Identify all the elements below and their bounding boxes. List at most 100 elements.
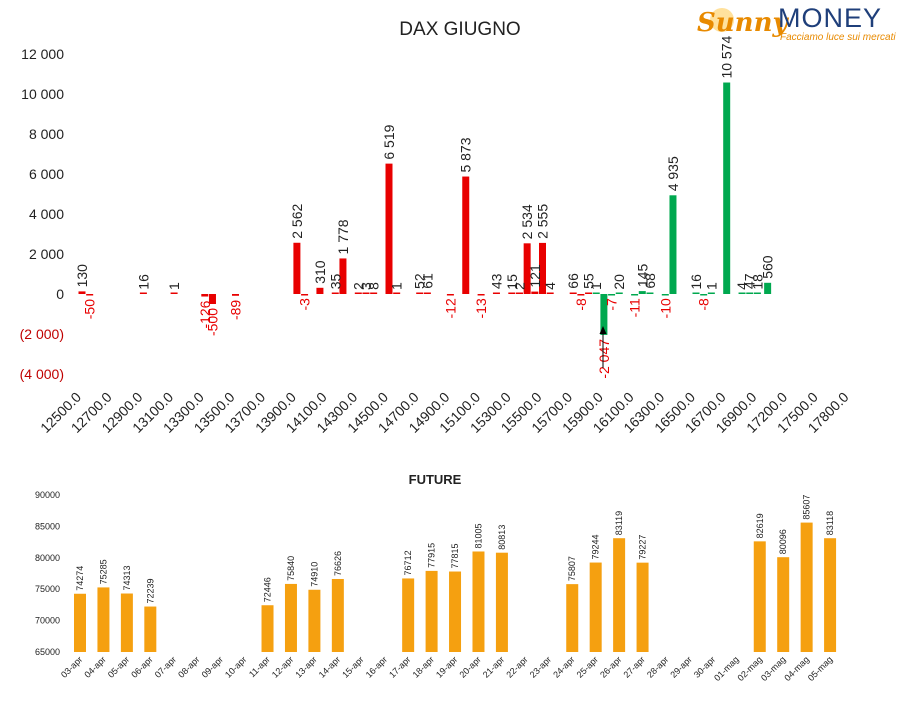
data-label-14500.0: 6 519 <box>381 124 397 159</box>
x-tick-label: 21-apr <box>481 654 506 679</box>
call-bar-16350.0 <box>669 195 677 294</box>
put-bar-14700.0 <box>416 292 424 294</box>
x-tick-label: 09-apr <box>200 654 225 679</box>
data-label-04-mag: 85607 <box>802 495 812 520</box>
put-bar-13100.0 <box>170 292 178 294</box>
x-tick-label: 03-mag <box>759 654 788 683</box>
data-label-14350.0: 3 <box>358 282 374 290</box>
data-label-12500.0: 130 <box>74 264 90 288</box>
future-bar-24-apr <box>566 584 579 652</box>
y-tick-label: 10 000 <box>21 86 64 102</box>
call-bar-16150.0 <box>638 291 646 294</box>
future-bar-25-apr <box>589 562 602 652</box>
future-bar-11-apr <box>261 605 274 652</box>
logo-tagline: Facciamo luce sui mercati <box>780 32 896 43</box>
call-bar-16200.0 <box>646 292 654 294</box>
call-bar-16100.0 <box>631 294 639 296</box>
y-tick-label: 12 000 <box>21 46 64 62</box>
data-label-27-apr: 79227 <box>638 535 648 560</box>
x-tick-label: 15-apr <box>340 654 365 679</box>
call-bar-15950.0 <box>608 294 616 296</box>
data-label-16300.0: -10 <box>657 298 673 318</box>
data-label-12-apr: 75840 <box>286 556 296 581</box>
future-bar-20-apr <box>472 551 485 652</box>
data-label-14200.0: 1 778 <box>335 219 351 254</box>
data-label-16350.0: 4 935 <box>665 156 681 191</box>
y-tick-label: 75000 <box>35 584 60 594</box>
call-bar-15900.0 <box>600 294 608 335</box>
y-tick-label: (2 000) <box>20 326 64 342</box>
call-bar-16700.0 <box>723 82 731 295</box>
data-label-13500.0: -89 <box>228 300 244 320</box>
data-label-15950.0: -7 <box>604 298 620 311</box>
chart-title-future: FUTURE <box>409 472 462 487</box>
data-label-13350.0: -500 <box>204 308 220 336</box>
data-label-19-apr: 77815 <box>450 543 460 568</box>
put-bar-15300.0 <box>508 292 516 294</box>
y-tick-label: 6 000 <box>29 166 64 182</box>
put-bar-14300.0 <box>354 292 362 294</box>
data-label-14400.0: 8 <box>366 282 382 290</box>
data-label-15750.0: -8 <box>573 298 589 311</box>
x-tick-label: 23-apr <box>528 654 553 679</box>
data-label-02-mag: 82619 <box>755 513 765 538</box>
future-bar-18-apr <box>425 570 438 652</box>
data-labels-future: 74274 75285 74313 72239 72446 75840 74910 76626… <box>75 495 835 604</box>
put-bar-14750.0 <box>423 292 431 294</box>
put-bar-15800.0 <box>585 292 593 294</box>
data-label-15550.0: 4 <box>542 282 558 290</box>
future-bar-05-apr <box>120 593 133 652</box>
put-bar-14150.0 <box>331 292 339 294</box>
y-tick-label: (4 000) <box>20 366 64 382</box>
x-tick-label: 08-apr <box>176 654 201 679</box>
data-label-11-apr: 72446 <box>263 577 273 602</box>
x-tick-label: 13-apr <box>293 654 318 679</box>
data-label-18-apr: 77915 <box>427 543 437 568</box>
put-bar-13300.0 <box>201 294 209 297</box>
x-tick-label: 18-apr <box>411 654 436 679</box>
data-label-15200.0: 43 <box>488 273 504 289</box>
data-label-16150.0: 145 <box>634 264 650 288</box>
y-tick-label: 80000 <box>35 553 60 563</box>
x-tick-label: 12-apr <box>270 654 295 679</box>
data-label-21-apr: 80813 <box>497 525 507 550</box>
arrow-up-icon <box>599 326 607 334</box>
x-tick-label: 17-apr <box>387 654 412 679</box>
put-bar-14500.0 <box>385 163 393 294</box>
future-bar-06-apr <box>144 606 157 652</box>
put-bar-14900.0 <box>446 294 454 296</box>
x-tick-label: 20-apr <box>457 654 482 679</box>
x-axis-dax: 12500.012700.012900.013100.013300.013500… <box>37 389 852 436</box>
future-bar-19-apr <box>449 571 462 652</box>
future-bar-03-mag <box>777 557 790 652</box>
y-tick-label: 8 000 <box>29 126 64 142</box>
x-tick-label: 02-mag <box>736 654 765 683</box>
data-label-15100.0: -13 <box>473 298 489 318</box>
put-bar-12550.0 <box>86 294 94 296</box>
data-label-14750.0: 61 <box>419 273 435 289</box>
x-tick-label: 16-apr <box>364 654 389 679</box>
y-tick-label: 4 000 <box>29 206 64 222</box>
y-axis-dax: 12 000 10 000 8 000 6 000 4 000 2 000 0 (2 000)… <box>20 46 65 382</box>
call-bar-17000.0 <box>764 282 772 294</box>
x-tick-label: 19-apr <box>434 654 459 679</box>
x-axis-future: 03-apr04-apr05-apr06-apr07-apr08-apr09-a… <box>59 654 835 683</box>
call-bar-15850.0 <box>592 292 600 294</box>
put-bar-14050.0 <box>316 287 324 294</box>
call-bar-16550.0 <box>700 294 708 296</box>
y-tick-label: 90000 <box>35 490 60 500</box>
y-tick-label: 2 000 <box>29 246 64 262</box>
put-bar-13950.0 <box>301 294 309 296</box>
future-bar-27-apr <box>636 562 649 652</box>
data-label-15800.0: 55 <box>581 273 597 289</box>
data-label-24-apr: 75807 <box>567 556 577 581</box>
data-label-13300.0: -126 <box>197 300 213 328</box>
x-tick-label: 04-mag <box>782 654 811 683</box>
put-bar-15100.0 <box>477 294 485 296</box>
x-tick-label: 27-apr <box>622 654 647 679</box>
put-bar-14350.0 <box>362 292 370 294</box>
put-bar-13500.0 <box>232 294 239 296</box>
data-label-20-apr: 81005 <box>473 523 483 548</box>
future-bar-13-apr <box>308 589 321 652</box>
